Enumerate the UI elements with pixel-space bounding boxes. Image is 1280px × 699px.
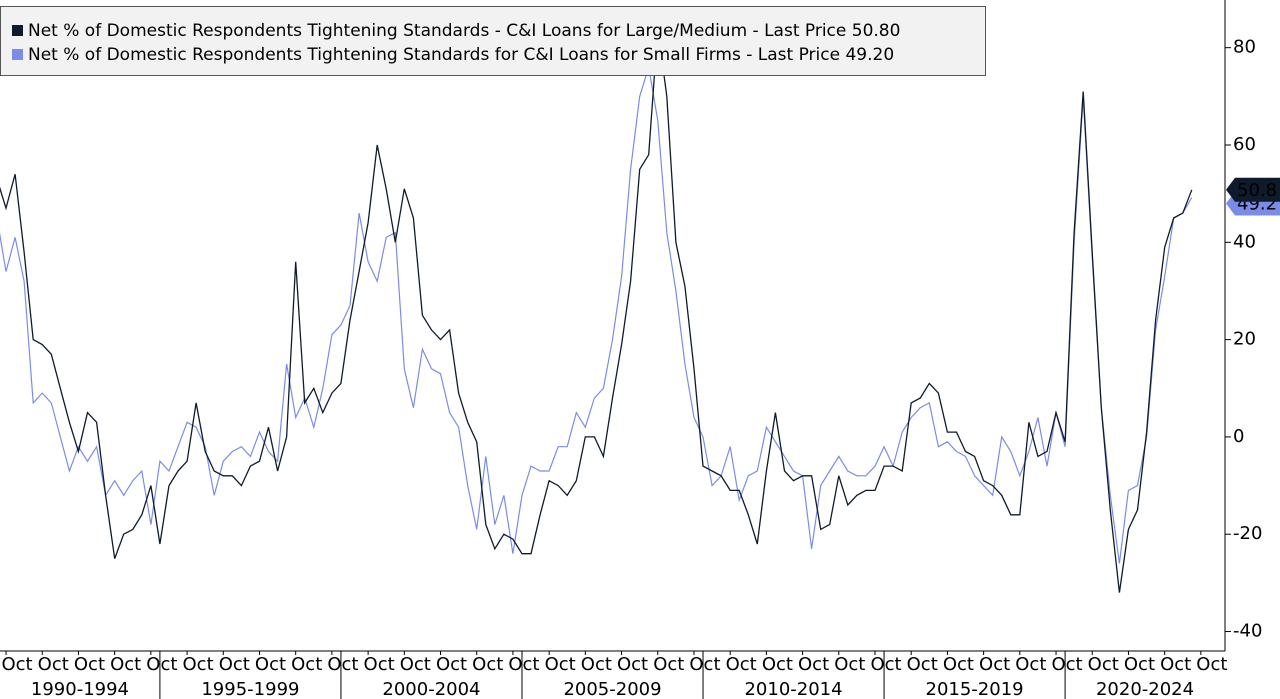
last-price-label: 50.8: [1237, 180, 1277, 201]
y-tick-label: 60: [1233, 134, 1256, 155]
x-tick-label: Oct: [1124, 654, 1155, 675]
x-tick-label: Oct: [219, 654, 250, 675]
legend-label: Net % of Domestic Respondents Tightening…: [28, 21, 900, 41]
x-tick-label: Oct: [581, 654, 612, 675]
y-tick-label: -40: [1233, 621, 1262, 642]
legend-swatch: [12, 49, 23, 60]
x-tick-label: Oct: [327, 654, 358, 675]
plot-area: [0, 28, 1193, 593]
group-label: 2020-2024: [1096, 679, 1194, 699]
x-tick-label: Oct: [364, 654, 395, 675]
x-tick-label: Oct: [653, 654, 684, 675]
x-tick-label: Oct: [183, 654, 214, 675]
x-tick-label: Oct: [1160, 654, 1191, 675]
y-tick-label: 0: [1233, 426, 1244, 447]
x-tick-label: Oct: [1088, 654, 1119, 675]
x-tick-label: Oct: [38, 654, 69, 675]
x-tick-label: Oct: [1051, 654, 1082, 675]
x-tick-label: Oct: [1015, 654, 1046, 675]
x-tick-label: Oct: [798, 654, 829, 675]
legend-label: Net % of Domestic Respondents Tightening…: [28, 45, 894, 65]
group-label: 1995-1999: [201, 679, 299, 699]
series-line: [0, 66, 1193, 564]
x-tick-label: Oct: [726, 654, 757, 675]
group-label: 2010-2014: [744, 679, 842, 699]
group-label: 1990-1994: [31, 679, 129, 699]
legend: Net % of Domestic Respondents Tightening…: [0, 6, 986, 76]
x-tick-label: Oct: [1, 654, 32, 675]
x-tick-label: Oct: [762, 654, 793, 675]
x-tick-label: Oct: [617, 654, 648, 675]
x-tick-label: Oct: [291, 654, 322, 675]
x-tick-label: Oct: [508, 654, 539, 675]
x-tick-label: Oct: [689, 654, 720, 675]
y-tick-label: -20: [1233, 523, 1262, 544]
x-tick-label: Oct: [870, 654, 901, 675]
x-tick-label: Oct: [255, 654, 286, 675]
x-tick-label: Oct: [834, 654, 865, 675]
x-tick-label: Oct: [943, 654, 974, 675]
y-tick-label: 20: [1233, 329, 1256, 350]
x-tick-label: Oct: [472, 654, 503, 675]
x-tick-label: Oct: [400, 654, 431, 675]
x-tick-label: Oct: [110, 654, 141, 675]
x-tick-label: Oct: [436, 654, 467, 675]
group-label: 2000-2004: [382, 679, 480, 699]
legend-swatch: [12, 25, 23, 36]
x-tick-label: Oct: [545, 654, 576, 675]
x-tick-label: Oct: [979, 654, 1010, 675]
y-tick-label: 40: [1233, 231, 1256, 252]
x-tick-label: Oct: [74, 654, 105, 675]
group-label: 2005-2009: [563, 679, 661, 699]
last-price-badge: [1226, 177, 1280, 202]
x-tick-label: Oct: [907, 654, 938, 675]
y-tick-label: 80: [1233, 37, 1256, 58]
legend-box: [0, 6, 986, 76]
x-tick-label: Oct: [1196, 654, 1227, 675]
series-line: [0, 28, 1193, 593]
x-tick-label: Oct: [146, 654, 177, 675]
group-label: 2015-2019: [926, 679, 1024, 699]
